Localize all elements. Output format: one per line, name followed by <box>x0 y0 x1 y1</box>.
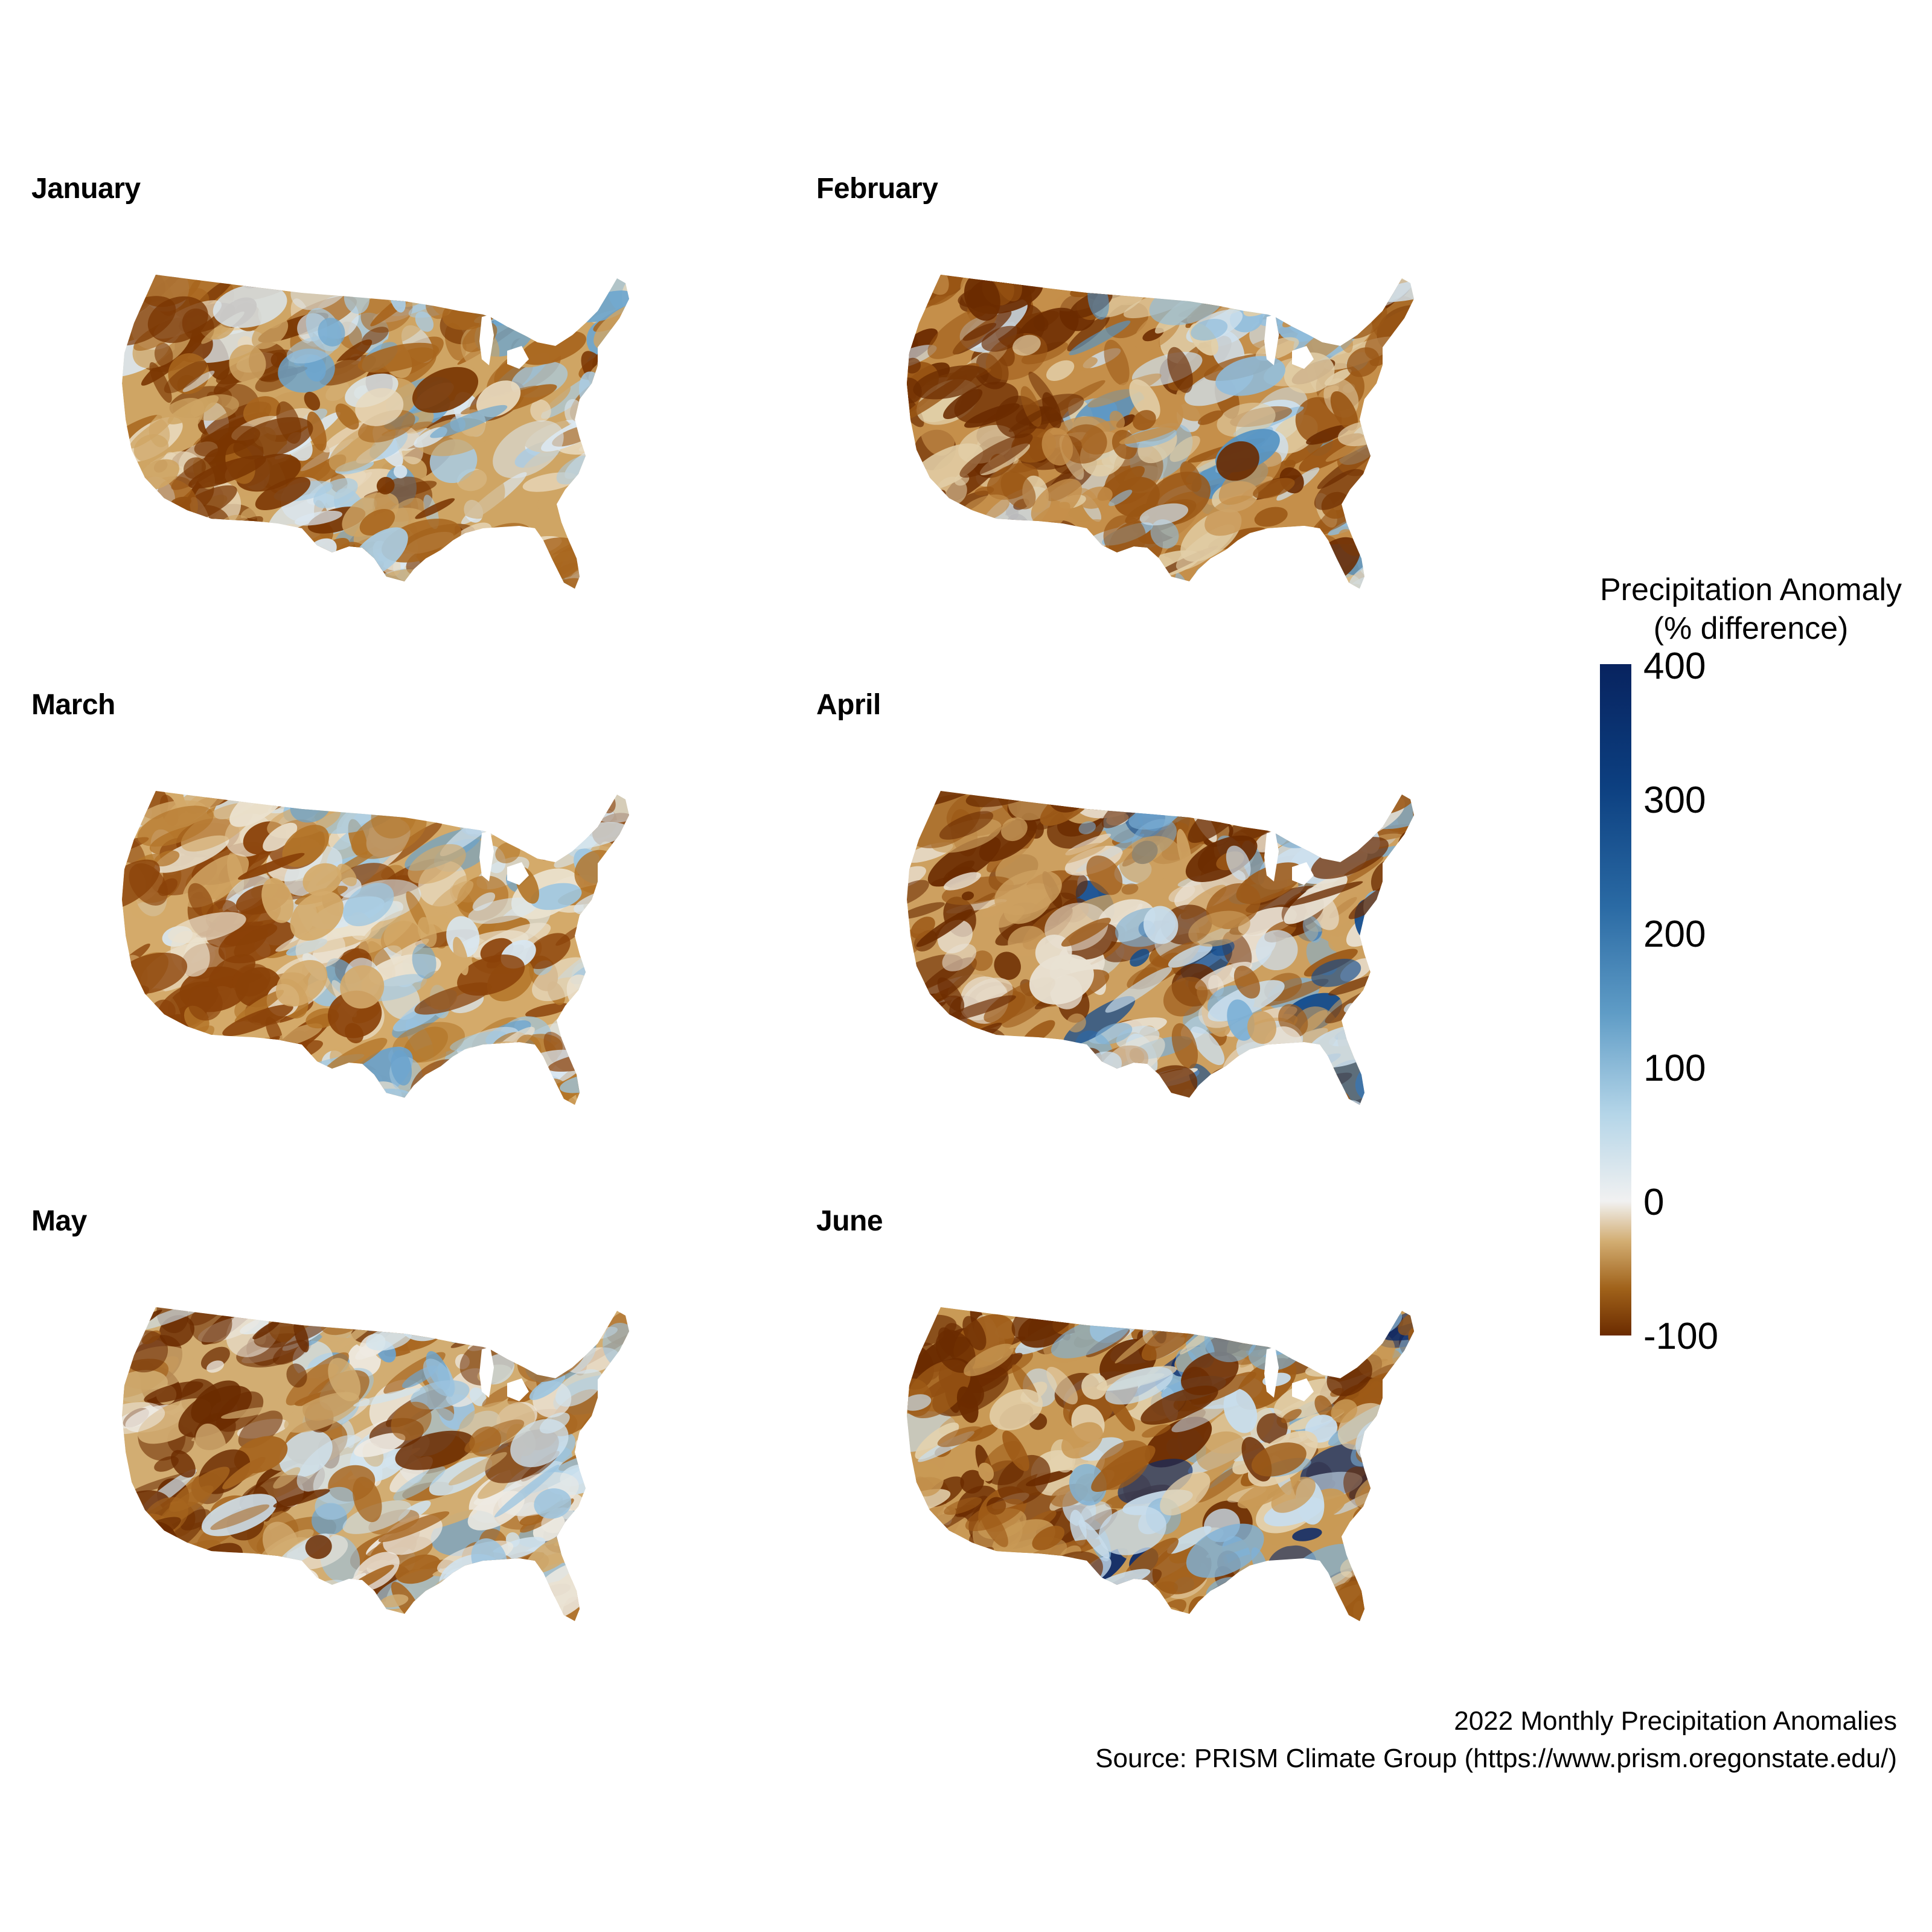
panel-title-february: February <box>816 173 938 205</box>
map-texture <box>122 1307 629 1621</box>
map-june <box>907 1307 1414 1621</box>
great-lake <box>479 831 494 881</box>
great-lake <box>479 1347 494 1398</box>
map-texture <box>907 791 1414 1105</box>
great-lake <box>507 1378 529 1401</box>
map-april <box>907 791 1414 1105</box>
map-texture <box>122 791 629 1105</box>
great-lake <box>1292 346 1314 369</box>
legend-title-line1: Precipitation Anomaly <box>1599 572 1902 607</box>
legend-tick-300: 300 <box>1643 779 1706 821</box>
caption-line2: Source: PRISM Climate Group (https://www… <box>1095 1744 1897 1773</box>
legend-title-line2: (% difference) <box>1653 611 1849 646</box>
great-lake <box>1264 315 1279 365</box>
map-texture <box>907 1307 1414 1621</box>
legend-tick-400: 400 <box>1643 645 1706 687</box>
great-lake <box>1292 1378 1314 1401</box>
great-lake <box>1264 831 1279 881</box>
map-march <box>122 791 629 1105</box>
legend-tick-minus100: -100 <box>1643 1316 1719 1357</box>
map-texture <box>907 275 1414 589</box>
panel-title-january: January <box>31 173 141 205</box>
panel-title-june: June <box>816 1205 883 1237</box>
great-lake <box>1292 862 1314 885</box>
panel-title-april: April <box>816 689 881 721</box>
map-january <box>122 275 629 589</box>
great-lake <box>507 346 529 369</box>
legend-colorbar-fill <box>1600 664 1631 1335</box>
panel-title-march: March <box>31 689 115 721</box>
great-lake <box>507 862 529 885</box>
great-lake <box>1264 1347 1279 1398</box>
great-lake <box>479 315 494 365</box>
caption-line1: 2022 Monthly Precipitation Anomalies <box>1454 1706 1897 1736</box>
map-texture <box>122 275 629 589</box>
panel-title-may: May <box>31 1205 87 1237</box>
legend-title: Precipitation Anomaly (% difference) <box>1582 571 1920 648</box>
legend-tick-100: 100 <box>1643 1048 1706 1089</box>
legend-colorbar <box>1600 664 1631 1335</box>
map-february <box>907 275 1414 589</box>
legend-tick-0: 0 <box>1643 1182 1665 1223</box>
caption: 2022 Monthly Precipitation Anomalies Sou… <box>1095 1703 1897 1777</box>
legend-tick-200: 200 <box>1643 913 1706 955</box>
map-may <box>122 1307 629 1621</box>
